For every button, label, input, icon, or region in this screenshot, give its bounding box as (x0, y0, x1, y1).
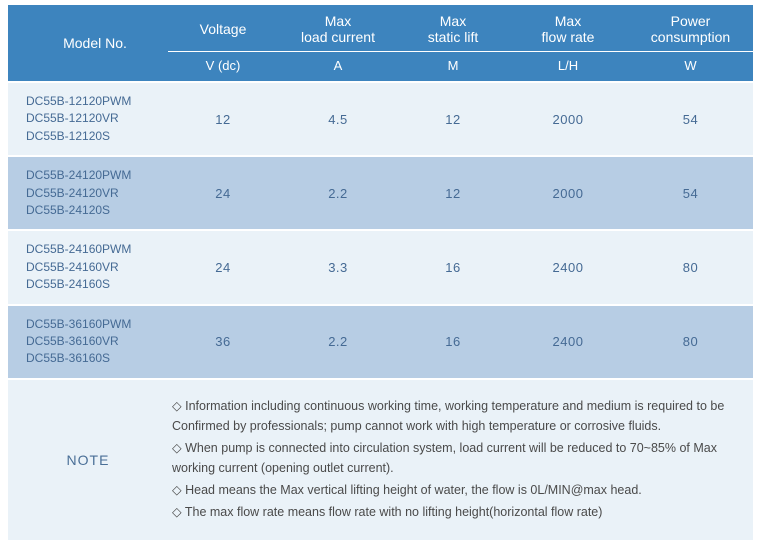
header-row-labels: Model No. Voltage Maxload current Maxsta… (8, 5, 753, 52)
model-line: DC55B-24120VR (26, 185, 164, 202)
model-line: DC55B-12120S (26, 128, 164, 145)
model-line: DC55B-36160PWM (26, 316, 164, 333)
cell-power: 80 (628, 231, 753, 303)
col-header-model: Model No. (8, 5, 168, 81)
cell-flow-rate: 2400 (508, 231, 628, 303)
col-header-flow-rate: Maxflow rate (508, 5, 628, 52)
model-line: DC55B-24160VR (26, 259, 164, 276)
note-row: NOTE ◇ Information including continuous … (8, 380, 753, 540)
note-label: NOTE (8, 380, 168, 540)
model-line: DC55B-24120S (26, 202, 164, 219)
model-line: DC55B-36160VR (26, 333, 164, 350)
col-header-voltage: Voltage (168, 5, 278, 52)
table-body: DC55B-12120PWM DC55B-12120VR DC55B-12120… (8, 81, 753, 540)
unit-voltage: V (dc) (168, 52, 278, 82)
cell-power: 80 (628, 306, 753, 378)
table-row: DC55B-24120PWM DC55B-24120VR DC55B-24120… (8, 157, 753, 229)
col-header-power: Powerconsumption (628, 5, 753, 52)
cell-static-lift: 16 (398, 306, 508, 378)
spec-table: Model No. Voltage Maxload current Maxsta… (8, 5, 753, 540)
cell-voltage: 24 (168, 231, 278, 303)
cell-voltage: 12 (168, 83, 278, 155)
cell-load-current: 2.2 (278, 157, 398, 229)
unit-flow-rate: L/H (508, 52, 628, 82)
model-line: DC55B-24160S (26, 276, 164, 293)
cell-flow-rate: 2000 (508, 157, 628, 229)
cell-load-current: 2.2 (278, 306, 398, 378)
cell-power: 54 (628, 83, 753, 155)
cell-model: DC55B-36160PWM DC55B-36160VR DC55B-36160… (8, 306, 168, 378)
table-row: DC55B-12120PWM DC55B-12120VR DC55B-12120… (8, 83, 753, 155)
cell-static-lift: 12 (398, 83, 508, 155)
table-row: DC55B-24160PWM DC55B-24160VR DC55B-24160… (8, 231, 753, 303)
note-item: ◇ Head means the Max vertical lifting he… (172, 480, 729, 500)
cell-voltage: 36 (168, 306, 278, 378)
model-line: DC55B-24160PWM (26, 241, 164, 258)
cell-voltage: 24 (168, 157, 278, 229)
cell-flow-rate: 2400 (508, 306, 628, 378)
model-line: DC55B-24120PWM (26, 167, 164, 184)
model-line: DC55B-36160S (26, 350, 164, 367)
unit-power: W (628, 52, 753, 82)
model-line: DC55B-12120PWM (26, 93, 164, 110)
cell-model: DC55B-24120PWM DC55B-24120VR DC55B-24120… (8, 157, 168, 229)
table-row: DC55B-36160PWM DC55B-36160VR DC55B-36160… (8, 306, 753, 378)
cell-static-lift: 12 (398, 157, 508, 229)
col-header-static-lift: Maxstatic lift (398, 5, 508, 52)
note-item: ◇ Information including continuous worki… (172, 396, 729, 436)
cell-flow-rate: 2000 (508, 83, 628, 155)
note-body: ◇ Information including continuous worki… (168, 380, 753, 540)
col-header-load-current: Maxload current (278, 5, 398, 52)
cell-power: 54 (628, 157, 753, 229)
cell-load-current: 4.5 (278, 83, 398, 155)
unit-static-lift: M (398, 52, 508, 82)
cell-model: DC55B-24160PWM DC55B-24160VR DC55B-24160… (8, 231, 168, 303)
cell-static-lift: 16 (398, 231, 508, 303)
cell-model: DC55B-12120PWM DC55B-12120VR DC55B-12120… (8, 83, 168, 155)
note-item: ◇ The max flow rate means flow rate with… (172, 502, 729, 522)
unit-load-current: A (278, 52, 398, 82)
cell-load-current: 3.3 (278, 231, 398, 303)
model-line: DC55B-12120VR (26, 110, 164, 127)
note-item: ◇ When pump is connected into circulatio… (172, 438, 729, 478)
